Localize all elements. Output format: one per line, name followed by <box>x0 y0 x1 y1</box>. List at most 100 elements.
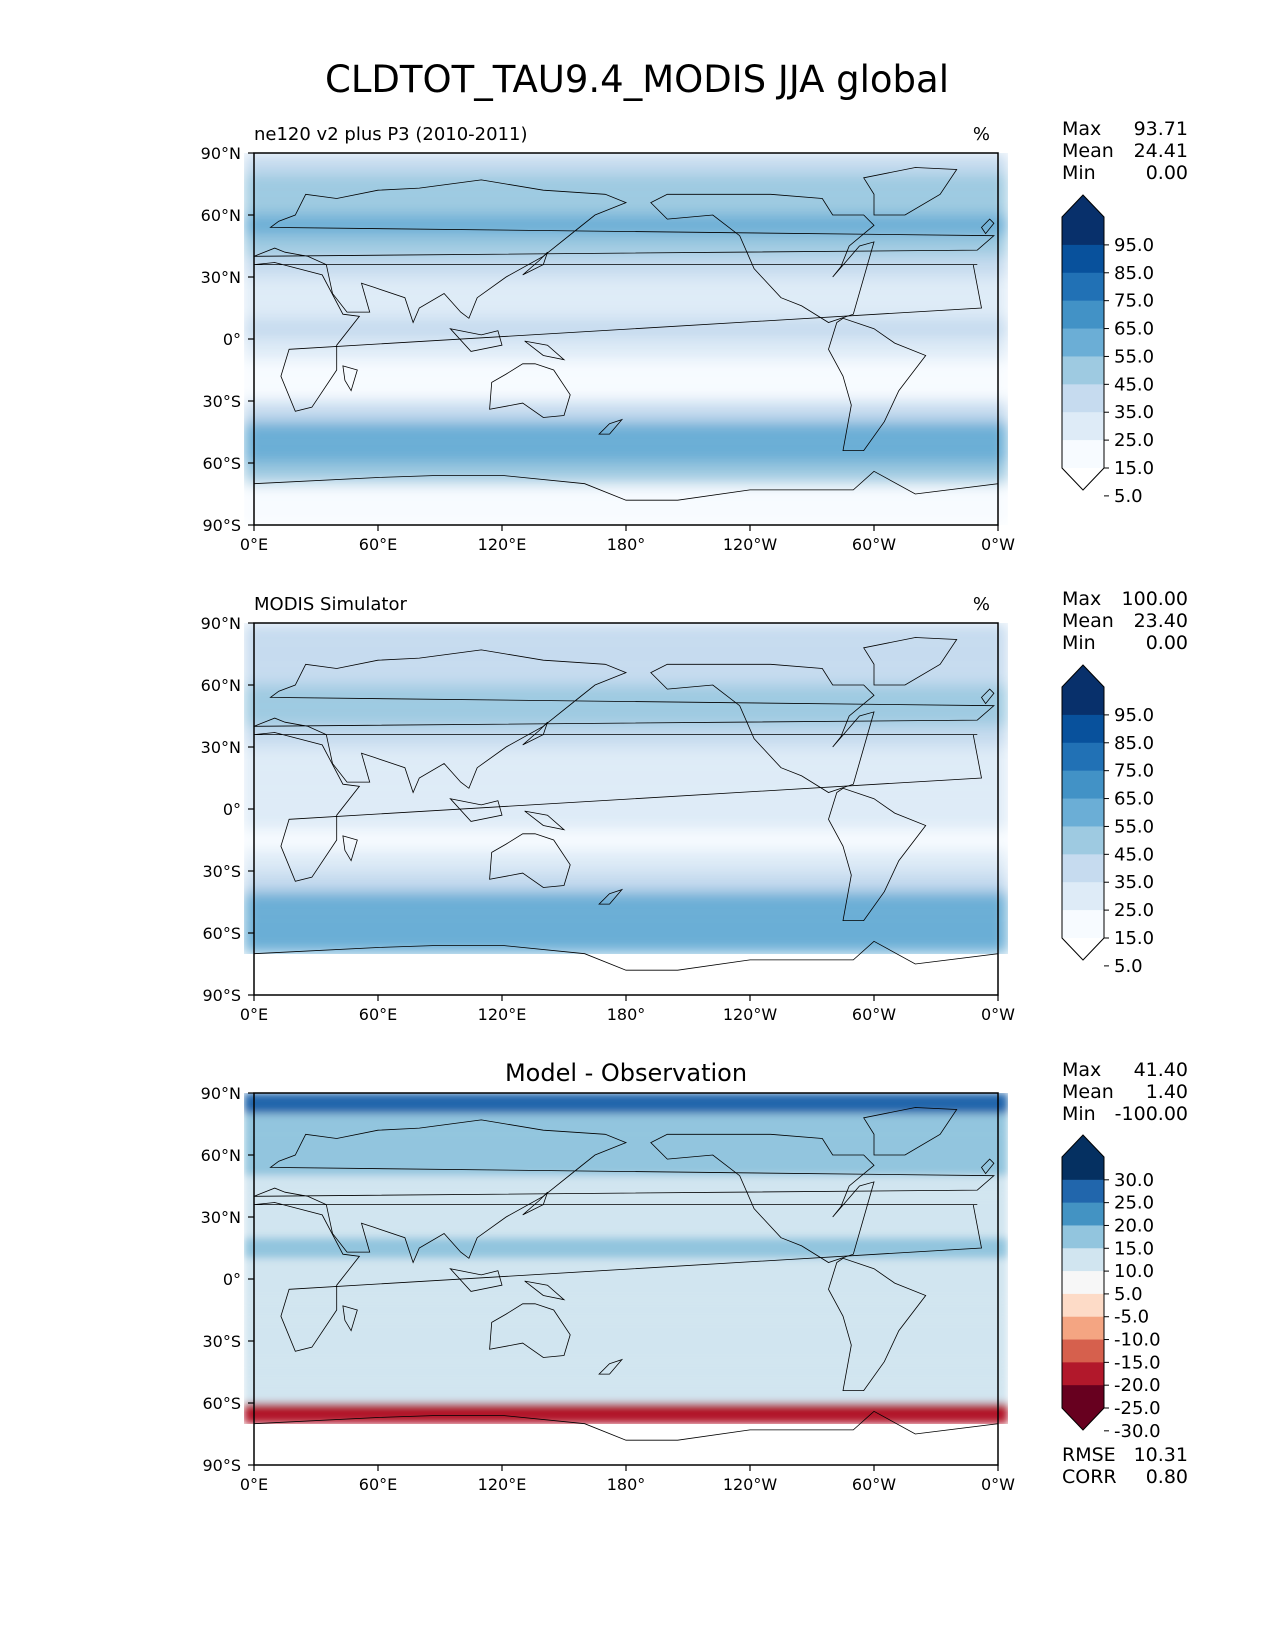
x-tick-label: 0°E <box>240 1475 268 1494</box>
lat-band <box>244 685 1008 706</box>
missing-data-region <box>254 1427 998 1465</box>
lat-band <box>244 380 1008 401</box>
lat-band <box>244 1237 1008 1259</box>
corr-value: 0.80 <box>1146 1466 1188 1488</box>
y-tick-label: 30°N <box>201 738 241 757</box>
lat-band <box>244 194 1008 215</box>
lat-band <box>244 1196 1008 1217</box>
colorbar-swatch <box>1062 356 1104 385</box>
lat-band <box>244 318 1008 339</box>
panel-diff: Model - Observation 0°E 60°E 120°E 180° 120°… <box>201 1059 1188 1494</box>
coastline <box>449 328 503 352</box>
y-tick-label: 90°S <box>202 1456 241 1475</box>
colorbar-swatch <box>1062 1202 1104 1226</box>
panel-units: % <box>973 124 990 145</box>
colorbar-label: 65.0 <box>1114 319 1154 340</box>
coastline <box>650 193 875 323</box>
lat-band <box>244 829 1008 851</box>
colorbar-label: 85.0 <box>1114 263 1154 284</box>
colorbar-swatch <box>1062 1362 1104 1386</box>
coastline <box>598 888 624 905</box>
colorbar-label: 55.0 <box>1114 816 1154 837</box>
stat-mean-label: Mean <box>1062 610 1114 632</box>
coastline <box>828 787 927 921</box>
coastline <box>598 1358 624 1375</box>
map-model <box>244 153 1008 526</box>
corr-label: CORR <box>1062 1466 1117 1488</box>
colorbar-swatch <box>1062 910 1104 939</box>
lat-band <box>244 401 1008 422</box>
axis-ticks: 0°E 60°E 120°E 180° 120°W 60°W 0°W 90°N 60°N 30°N… <box>201 1084 1016 1494</box>
colorbar-label: 25.0 <box>1114 430 1154 451</box>
lat-band <box>244 788 1008 809</box>
lat-band <box>244 871 1008 892</box>
y-tick-label: 90°N <box>201 1084 241 1103</box>
y-tick-label: 90°N <box>201 614 241 633</box>
coastline <box>522 1191 548 1216</box>
coastline <box>524 340 566 361</box>
colorbar-extend-max <box>1062 195 1104 217</box>
coastline <box>828 1257 927 1391</box>
stat-mean-value: 23.40 <box>1134 610 1188 632</box>
coastline <box>650 663 875 793</box>
colorbar-swatch <box>1062 854 1104 883</box>
colorbar-swatch <box>1062 1157 1104 1181</box>
colorbar-label: 15.0 <box>1114 458 1154 479</box>
zonal-bands <box>244 153 1008 525</box>
stats-block: Max 100.00 Mean 23.40 Min 0.00 <box>1062 588 1188 654</box>
colorbar-label: 15.0 <box>1114 1238 1154 1259</box>
y-tick-label: 30°N <box>201 268 241 287</box>
y-tick-label: 60°N <box>201 676 241 695</box>
x-tick-label: 0°E <box>240 1005 268 1024</box>
colorbar-label: 95.0 <box>1114 235 1154 256</box>
colorbar-label: 85.0 <box>1114 733 1154 754</box>
colorbar-swatch <box>1062 300 1104 330</box>
lat-band <box>244 1341 1008 1362</box>
lat-band <box>244 463 1008 484</box>
y-tick-label: 90°N <box>201 144 241 163</box>
colorbar-swatch <box>1062 826 1104 855</box>
coastline <box>489 833 571 888</box>
colorbar-swatch <box>1062 1316 1104 1341</box>
x-tick-label: 0°W <box>981 1475 1015 1494</box>
colorbar-label: 5.0 <box>1114 486 1143 507</box>
colorbar-label: 75.0 <box>1114 761 1154 782</box>
x-tick-label: 60°W <box>852 535 896 554</box>
colorbar-label: 5.0 <box>1114 1284 1143 1305</box>
coastline <box>253 649 995 794</box>
colorbar-swatch <box>1062 272 1104 302</box>
lat-band <box>244 153 1008 174</box>
colorbar-label: 5.0 <box>1114 956 1143 977</box>
colorbar-swatch <box>1062 1293 1104 1318</box>
colorbar-label: 55.0 <box>1114 346 1154 367</box>
colorbar-label: -25.0 <box>1114 1398 1161 1419</box>
panel-units: % <box>973 594 990 615</box>
coastline <box>253 732 982 882</box>
zonal-bands <box>244 623 1008 954</box>
stat-min-value: 0.00 <box>1146 632 1188 654</box>
panel-title: MODIS Simulator <box>254 594 407 615</box>
error-stats: RMSE 10.31 CORR 0.80 <box>1062 1444 1188 1488</box>
lat-band <box>244 933 1008 954</box>
coastline <box>342 1305 358 1332</box>
lat-band <box>244 1217 1008 1238</box>
lat-band <box>244 277 1008 298</box>
stat-max-value: 100.00 <box>1122 588 1188 610</box>
colorbar-model: 95.0 85.0 75.0 65.0 55.0 45.0 35.0 25.0 15.0 5.0 <box>1061 194 1154 507</box>
colorbar-label: 25.0 <box>1114 900 1154 921</box>
rmse-label: RMSE <box>1062 1444 1116 1466</box>
lat-band <box>244 767 1008 789</box>
lat-band <box>244 421 1008 443</box>
x-tick-label: 60°E <box>359 1475 397 1494</box>
colorbar-label: -5.0 <box>1114 1307 1149 1328</box>
lat-band <box>244 1155 1008 1176</box>
lat-band <box>244 850 1008 871</box>
stat-max-value: 93.71 <box>1134 118 1188 140</box>
lat-band <box>244 1382 1008 1403</box>
x-tick-label: 120°W <box>723 1005 778 1024</box>
stat-min-label: Min <box>1062 162 1096 184</box>
lat-band <box>244 1093 1008 1114</box>
panel-obs: MODIS Simulator % 0°E 60°E 120°E 180° 120°W 6… <box>201 588 1188 1024</box>
colorbar-label: -10.0 <box>1114 1330 1161 1351</box>
colorbar-swatch <box>1062 687 1104 716</box>
